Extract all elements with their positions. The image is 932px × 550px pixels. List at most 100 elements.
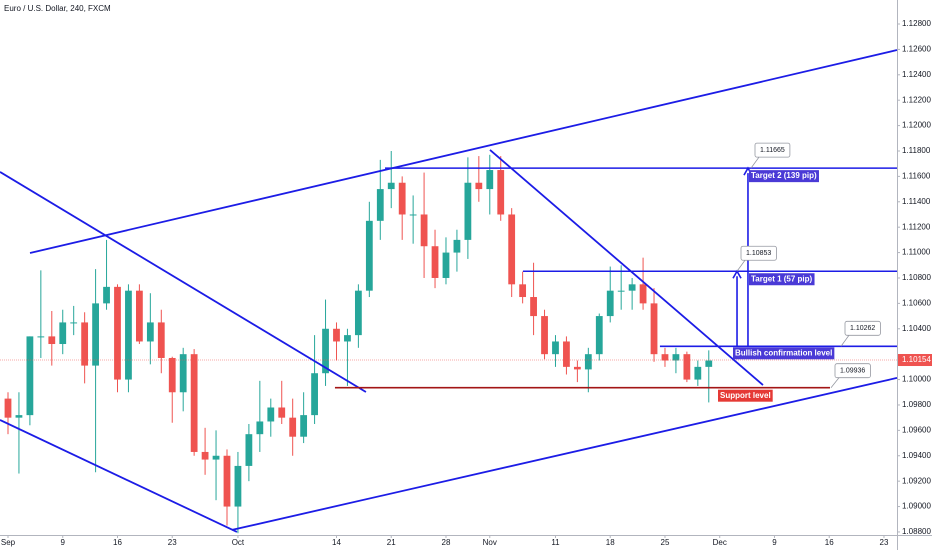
candle-body: [179, 354, 187, 393]
candle-body: [81, 322, 89, 366]
candle-body: [617, 290, 625, 292]
candle-body: [530, 297, 537, 317]
candle-body: [661, 354, 669, 361]
candle-body: [157, 322, 165, 358]
level-label-bg: [718, 389, 773, 402]
x-tick-label: Nov: [483, 538, 497, 547]
price-callout-text: 1.10853: [746, 250, 771, 257]
price-callout-bg: [844, 320, 881, 336]
candle-body: [201, 451, 209, 460]
x-tick-label: 28: [442, 538, 451, 547]
candle-body: [135, 290, 143, 342]
chart-title: Euro / U.S. Dollar, 240, FXCM: [4, 4, 111, 13]
y-tick-label: 1.11800: [902, 146, 931, 155]
y-tick-label: 1.09000: [902, 502, 931, 511]
x-tick-label: 9: [772, 538, 777, 547]
y-tick-label: 1.11400: [902, 197, 931, 206]
candle-body: [125, 290, 132, 380]
candle-body: [464, 182, 472, 240]
candle-body: [190, 354, 198, 452]
candle-body: [573, 366, 581, 370]
candle-body: [519, 284, 527, 298]
candle-body: [453, 239, 461, 253]
x-tick-label: 16: [113, 538, 122, 547]
level-label-text: Target 2 (139 pip): [751, 171, 817, 180]
candle-body: [376, 189, 384, 221]
candle-body: [212, 455, 220, 460]
y-tick-label: 1.11600: [902, 171, 931, 180]
y-tick-label: 1.09600: [902, 425, 931, 434]
candle-body: [256, 421, 264, 435]
candle-body: [398, 182, 406, 215]
x-tick-label: Oct: [232, 538, 245, 547]
price-callout: 1.10262: [840, 320, 881, 347]
candle-body: [26, 336, 34, 416]
price-callout-pointer: [840, 335, 850, 347]
price-callout-bg: [834, 363, 871, 379]
candle-body: [475, 182, 483, 190]
price-callout: 1.11665: [750, 142, 791, 169]
candle-body: [322, 328, 329, 374]
y-tick-label: 1.12000: [902, 121, 931, 130]
candle-body: [442, 252, 450, 278]
candle-body: [168, 357, 176, 393]
price-callout: 1.10853: [736, 245, 777, 272]
level-label: Target 2 (139 pip): [749, 170, 819, 183]
y-tick-label: 1.09800: [902, 400, 931, 409]
candle-body: [628, 284, 636, 291]
price-callout-bg: [740, 245, 777, 261]
candle-body: [420, 214, 428, 247]
candle-body: [497, 170, 505, 215]
x-tick-label: Sep: [1, 538, 16, 547]
price-callout-pointer: [750, 156, 760, 169]
candle-body: [486, 170, 494, 190]
candle-body: [344, 335, 351, 342]
candle-body: [289, 417, 297, 437]
x-tick-label: 14: [332, 538, 341, 547]
candle-body: [245, 434, 253, 466]
level-label: Bullish confirmation level: [733, 347, 835, 360]
candle-body: [365, 220, 373, 291]
candle-body: [92, 303, 99, 366]
candle-body: [683, 354, 691, 380]
y-tick-label: 1.09200: [902, 476, 931, 485]
x-tick-label: 21: [387, 538, 396, 547]
x-tick-label: 16: [825, 538, 834, 547]
x-tick-label: 11: [551, 538, 560, 547]
x-tick-label: 18: [606, 538, 615, 547]
candle-body: [639, 284, 647, 304]
candle-body: [311, 373, 318, 416]
candle-body: [584, 354, 592, 370]
x-tick-label: 23: [168, 538, 177, 547]
level-label-text: Support level: [720, 391, 771, 400]
y-tick-label: 1.10000: [902, 375, 931, 384]
candle-body: [146, 322, 154, 342]
level-label: Support level: [718, 389, 773, 402]
candle-body: [278, 407, 286, 418]
candle-body: [595, 316, 603, 355]
price-callout-text: 1.09936: [840, 368, 865, 375]
y-tick-label: 1.11000: [902, 248, 931, 257]
last-price-label: 1.10154: [902, 355, 931, 364]
y-tick-label: 1.10400: [902, 324, 931, 333]
candle-body: [606, 290, 614, 317]
trendline: [0, 171, 367, 393]
candle-body: [37, 336, 45, 338]
price-callout-pointer: [830, 377, 840, 388]
trendline: [29, 49, 898, 254]
x-tick-label: Dec: [713, 538, 727, 547]
candle-body: [223, 455, 231, 507]
x-tick-label: 9: [61, 538, 66, 547]
candle-body: [267, 407, 275, 422]
candle-body: [333, 328, 340, 342]
price-callout-text: 1.10262: [850, 325, 875, 332]
level-label-bg: [749, 273, 815, 286]
candle-body: [114, 286, 121, 380]
candle-body: [431, 246, 439, 278]
trendline: [231, 377, 898, 531]
candle-body: [354, 290, 362, 336]
y-tick-label: 1.10800: [902, 273, 931, 282]
candle-body: [15, 415, 23, 418]
y-tick-label: 1.12600: [902, 45, 931, 54]
